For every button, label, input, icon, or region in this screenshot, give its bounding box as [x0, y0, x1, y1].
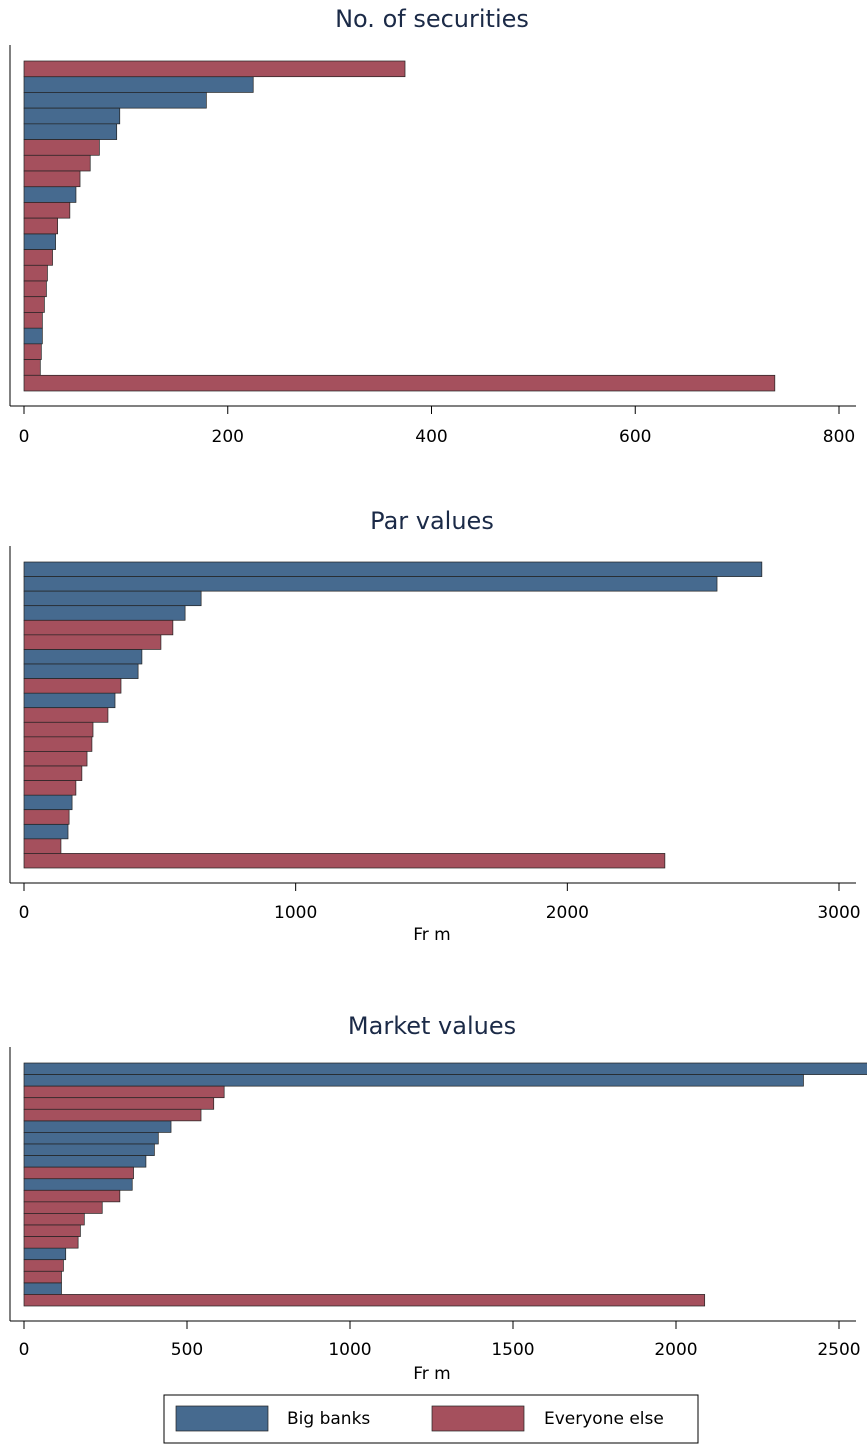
bar — [23, 1155, 147, 1168]
bar — [23, 123, 118, 140]
bar — [23, 1132, 159, 1145]
bar — [23, 1097, 215, 1110]
bar — [23, 619, 174, 636]
bar — [23, 1247, 67, 1261]
bar — [23, 1270, 62, 1284]
x-axis-label: Fr m — [413, 1364, 451, 1384]
x-tick-label: 1500 — [491, 1340, 534, 1360]
bar — [23, 1108, 202, 1122]
bar — [23, 678, 122, 694]
bar — [23, 736, 93, 752]
x-axis-label: Fr m — [413, 925, 451, 945]
legend-label: Big banks — [287, 1409, 370, 1429]
x-tick-label: 0 — [19, 1340, 30, 1360]
bar — [23, 343, 42, 360]
x-tick-label: 0 — [19, 903, 30, 923]
bar — [23, 76, 254, 93]
bar — [23, 1189, 121, 1203]
bar — [23, 1259, 64, 1272]
bar — [23, 233, 56, 250]
bar — [23, 1166, 134, 1180]
bar — [23, 280, 47, 298]
legend-swatch — [431, 1405, 525, 1432]
bar — [23, 217, 58, 235]
bar — [23, 663, 139, 679]
bar — [23, 853, 666, 869]
bar — [23, 139, 100, 156]
bar — [23, 312, 43, 329]
bar — [23, 692, 116, 709]
chart-title: No. of securities — [335, 5, 529, 33]
bar — [23, 838, 62, 854]
bar — [23, 1236, 79, 1249]
x-tick-label: 2000 — [546, 903, 589, 923]
bar — [23, 374, 776, 392]
bar — [23, 751, 88, 767]
bar — [23, 1143, 155, 1156]
bar — [23, 1120, 172, 1133]
bar — [23, 202, 71, 219]
x-tick-label: 500 — [171, 1340, 203, 1360]
bar — [23, 765, 83, 781]
bar — [23, 561, 763, 577]
bar — [23, 1224, 81, 1237]
bar — [23, 359, 41, 376]
chart-title: Par values — [370, 507, 494, 535]
bar — [23, 92, 207, 109]
bar — [23, 794, 73, 811]
bar — [23, 1282, 62, 1295]
bar — [23, 634, 162, 650]
bar — [23, 1178, 133, 1191]
x-tick-label: 1000 — [274, 903, 317, 923]
bar — [23, 60, 406, 78]
bar — [23, 249, 53, 266]
bar — [23, 1085, 225, 1099]
legend-box — [163, 1394, 699, 1444]
bar — [23, 576, 718, 592]
bar — [23, 707, 109, 723]
x-tick-label: 1000 — [328, 1340, 371, 1360]
x-tick-label: 0 — [19, 427, 30, 447]
bar — [23, 721, 94, 738]
x-tick-label: 400 — [415, 427, 447, 447]
x-tick-label: 2000 — [654, 1340, 697, 1360]
x-tick-label: 2500 — [817, 1340, 860, 1360]
bar — [23, 1074, 804, 1087]
x-tick-label: 600 — [619, 427, 651, 447]
bar — [23, 605, 186, 621]
bar — [23, 264, 48, 282]
bar — [23, 1294, 706, 1307]
bar — [23, 590, 202, 607]
bar — [23, 1201, 103, 1214]
bar — [23, 107, 121, 125]
legend-swatch — [175, 1405, 269, 1432]
bar — [23, 1213, 85, 1226]
x-tick-label: 200 — [212, 427, 244, 447]
bar — [23, 296, 45, 313]
x-tick-label: 3000 — [817, 903, 860, 923]
bar — [23, 823, 69, 840]
bar — [23, 170, 81, 188]
bar — [23, 809, 70, 825]
x-tick-label: 800 — [823, 427, 855, 447]
bar — [23, 1062, 867, 1075]
legend-label: Everyone else — [544, 1409, 664, 1429]
chart-title: Market values — [348, 1012, 516, 1040]
bar — [23, 327, 43, 345]
bar — [23, 186, 77, 203]
bar — [23, 780, 77, 796]
bar — [23, 154, 91, 172]
bar — [23, 649, 143, 665]
